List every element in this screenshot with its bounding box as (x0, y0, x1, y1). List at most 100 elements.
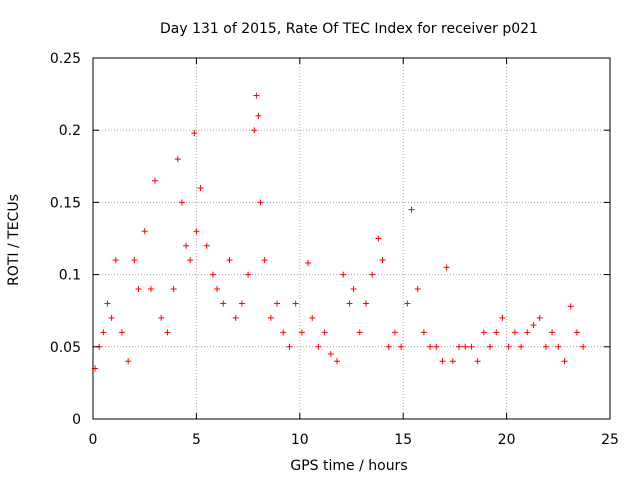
data-point (255, 112, 262, 119)
data-point (253, 92, 260, 99)
data-point (214, 286, 221, 293)
y-tick-label: 0.1 (59, 268, 81, 284)
data-point (238, 300, 245, 307)
data-point (220, 300, 227, 307)
data-point (456, 343, 463, 350)
data-point (524, 329, 531, 336)
data-point (499, 314, 506, 321)
data-point (398, 343, 405, 350)
data-point (379, 257, 386, 264)
data-point (183, 242, 190, 249)
data-point (170, 286, 177, 293)
data-point (232, 314, 239, 321)
data-point (449, 358, 456, 365)
x-tick-label: 25 (601, 432, 619, 448)
data-point (350, 286, 357, 293)
data-point (309, 314, 316, 321)
x-tick-label: 5 (192, 432, 201, 448)
data-point (536, 314, 543, 321)
data-point (104, 300, 111, 307)
data-point (280, 329, 287, 336)
y-axis-label: ROTI / TECUs (6, 194, 22, 286)
x-tick-label: 0 (89, 432, 98, 448)
data-point (174, 156, 181, 163)
data-point (549, 329, 556, 336)
data-point (226, 257, 233, 264)
data-point (474, 358, 481, 365)
data-point (493, 329, 500, 336)
data-point (439, 358, 446, 365)
data-point (305, 260, 312, 267)
data-point (118, 329, 125, 336)
data-point (462, 343, 469, 350)
data-point (487, 343, 494, 350)
data-point (340, 271, 347, 278)
data-point (100, 329, 107, 336)
data-point (147, 286, 154, 293)
data-point (346, 300, 353, 307)
plot-frame (92, 57, 611, 420)
data-point (131, 257, 138, 264)
y-axis: 0 0.05 0.1 0.15 0.2 0.25 (50, 51, 610, 428)
data-point (518, 343, 525, 350)
data-point (362, 300, 369, 307)
data-point (385, 343, 392, 350)
data-point (141, 228, 148, 235)
data-point (321, 329, 328, 336)
y-tick-label: 0.25 (50, 51, 81, 67)
data-point (292, 300, 299, 307)
chart-title: Day 131 of 2015, Rate Of TEC Index for r… (160, 21, 538, 37)
x-axis: 0 5 10 15 20 25 (89, 58, 619, 448)
data-point (555, 343, 562, 350)
data-point (298, 329, 305, 336)
data-point (561, 358, 568, 365)
data-point (530, 322, 537, 329)
data-point (315, 343, 322, 350)
data-point (414, 286, 421, 293)
data-point (135, 286, 142, 293)
data-point (191, 130, 198, 137)
data-point (274, 300, 281, 307)
data-point (257, 199, 264, 206)
data-point (505, 343, 512, 350)
x-tick-label: 20 (498, 432, 516, 448)
data-point (286, 343, 293, 350)
data-point (404, 300, 411, 307)
data-point (443, 264, 450, 271)
data-point (327, 351, 334, 358)
data-point (580, 343, 587, 350)
data-point (511, 329, 518, 336)
data-point (108, 314, 115, 321)
data-point (152, 177, 159, 184)
data-point (209, 271, 216, 278)
y-tick-label: 0.2 (59, 123, 81, 139)
data-point (164, 329, 171, 336)
data-point (245, 271, 252, 278)
data-point (193, 228, 200, 235)
data-point (125, 358, 132, 365)
data-point (468, 343, 475, 350)
data-point (427, 343, 434, 350)
data-point (420, 329, 427, 336)
data-point (261, 257, 268, 264)
y-tick-label: 0 (72, 412, 81, 428)
data-point (203, 242, 210, 249)
data-point (375, 235, 382, 242)
grid (93, 58, 610, 419)
y-tick-label: 0.05 (50, 340, 81, 356)
data-point (187, 257, 194, 264)
data-point (178, 199, 185, 206)
data-point (369, 271, 376, 278)
x-tick-label: 15 (394, 432, 412, 448)
x-tick-label: 10 (291, 432, 309, 448)
data-point (197, 184, 204, 191)
data-point (391, 329, 398, 336)
data-point (251, 127, 258, 134)
data-point (433, 343, 440, 350)
y-tick-label: 0.15 (50, 195, 81, 211)
data-points (92, 92, 587, 372)
data-point (573, 329, 580, 336)
data-point (356, 329, 363, 336)
data-point (542, 343, 549, 350)
